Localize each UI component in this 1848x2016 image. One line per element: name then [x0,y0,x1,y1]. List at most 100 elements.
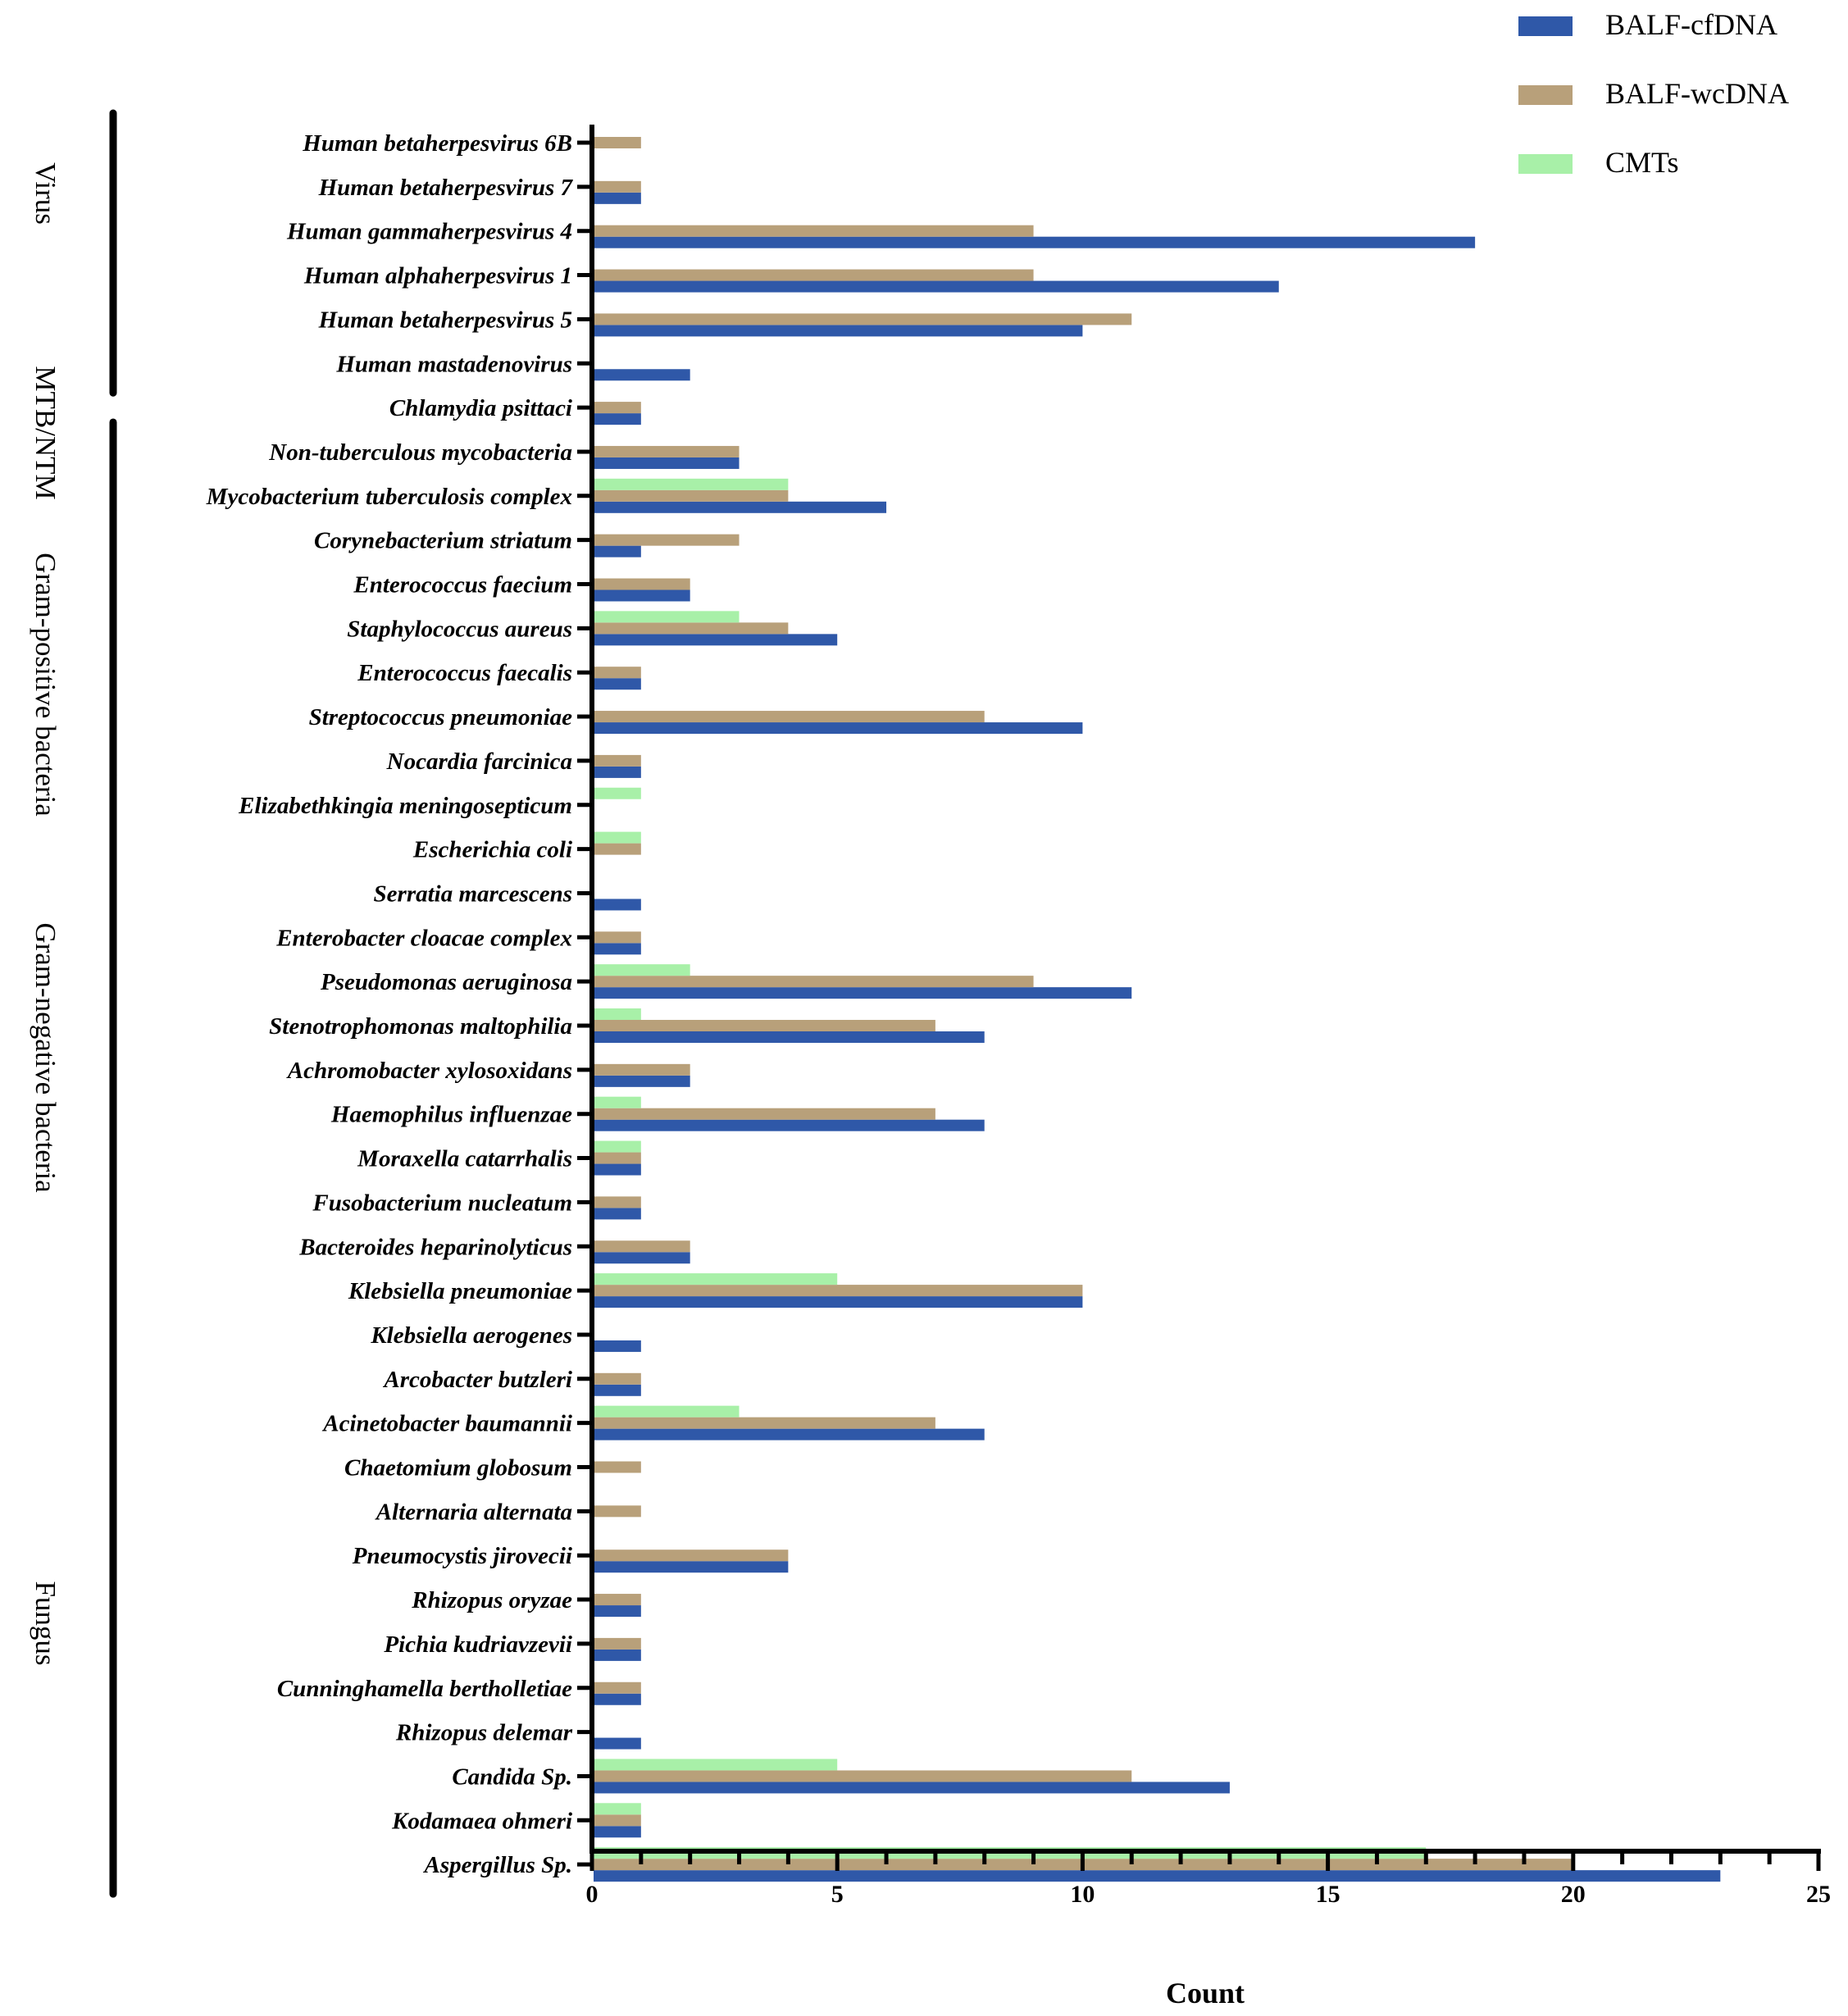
category-label: Haemophilus influenzae [330,1102,572,1128]
category-label: Aspergillus Sp. [423,1852,573,1878]
bar-cmts [594,1140,641,1153]
x-tick-label: 15 [1316,1881,1340,1908]
category-label: Moraxella catarrhalis [357,1146,572,1172]
bar-balf-wcdna [594,445,740,457]
bar-balf-cfdna [594,325,1083,337]
bar-balf-wcdna [594,269,1034,281]
category-label: Human alphaherpesvirus 1 [303,263,572,289]
bar-balf-wcdna [594,1814,641,1827]
bar-cmts [594,831,641,844]
bar-balf-wcdna [594,1196,641,1208]
category-label: Pseudomonas aeruginosa [320,969,572,995]
bar-balf-cfdna [594,1649,641,1661]
bar-cmts [594,1759,838,1771]
bar-balf-wcdna [594,622,789,635]
bar-balf-wcdna [594,402,641,414]
bar-balf-cfdna [594,1031,985,1043]
bar-balf-wcdna [594,1372,641,1385]
bar-balf-wcdna [594,843,641,855]
category-label: Mycobacterium tuberculosis complex [206,484,572,510]
legend-label-balf-cfdna: BALF-cfDNA [1605,8,1777,41]
bar-balf-cfdna [594,1384,641,1396]
x-axis: 0 5 10 15 20 25 [586,125,1831,1908]
bar-balf-cfdna [594,899,641,911]
category-label: Staphylococcus aureus [347,616,572,642]
group-label: Gram-negative bacteria [30,922,61,1193]
bar-balf-cfdna [594,1163,641,1176]
bar-balf-wcdna [594,225,1034,237]
category-label: Stenotrophomonas maltophilia [269,1013,572,1040]
category-label: Escherichia coli [412,837,572,863]
bar-cmts [594,1405,740,1418]
bar-balf-cfdna [594,413,641,425]
bar-balf-cfdna [594,1075,690,1087]
category-label: Cunninghamella bertholletiae [277,1676,572,1702]
bar-balf-cfdna [594,1119,985,1131]
bars-layer [594,137,1721,1882]
bar-balf-wcdna [594,1550,789,1562]
bar-balf-wcdna [594,313,1132,325]
category-label: Chlamydia psittaci [389,395,572,421]
category-label: Bacteroides heparinolyticus [298,1234,572,1260]
bar-balf-wcdna [594,1417,935,1429]
group-label: Gram-positive bacteria [30,553,61,817]
bar-balf-wcdna [594,1682,641,1694]
bar-balf-wcdna [594,1770,1132,1782]
bar-balf-cfdna [594,1782,1230,1794]
bar-balf-cfdna [594,722,1083,735]
category-label: Human mastadenovirus [335,351,572,377]
bar-balf-wcdna [594,1594,641,1606]
bar-balf-cfdna [594,1208,641,1220]
x-tick-label: 0 [586,1881,599,1908]
bar-balf-wcdna [594,1063,690,1076]
bar-cmts [594,1273,838,1286]
bar-balf-cfdna [594,192,641,204]
category-label: Klebsiella pneumoniae [348,1278,572,1304]
legend-label-cmts: CMTs [1605,146,1679,179]
bar-balf-cfdna [594,369,690,381]
bar-balf-wcdna [594,711,985,723]
bar-balf-cfdna [594,634,838,646]
category-label: Nocardia farcinica [386,749,572,775]
category-label: Enterococcus faecium [353,572,572,598]
category-labels: Human betaherpesvirus 6B Human betaherpes… [206,130,574,1878]
category-label: Achromobacter xylosoxidans [286,1058,572,1084]
category-label: Human betaherpesvirus 6B [302,130,572,157]
category-label: Acinetobacter baumannii [321,1411,572,1437]
legend-swatch-balf-wcdna [1518,85,1573,105]
bar-cmts [594,1803,641,1815]
bar-cmts [594,787,641,799]
bar-cmts [594,1008,641,1020]
category-label: Klebsiella aerogenes [370,1322,572,1349]
legend: BALF-cfDNA BALF-wcDNA CMTs [1518,8,1789,179]
bar-balf-cfdna [594,545,641,557]
category-label: Elizabethkingia meningosepticum [238,793,572,819]
category-label: Pichia kudriavzevii [383,1631,572,1658]
bar-balf-wcdna [594,1240,690,1253]
bar-cmts [594,478,789,490]
bar-balf-cfdna [594,766,641,778]
x-tick-label: 10 [1070,1881,1095,1908]
bar-balf-cfdna [594,1826,641,1838]
bar-balf-wcdna [594,489,789,502]
group-label: Virus [30,162,61,225]
bar-cmts [594,964,690,976]
category-label: Alternaria alternata [375,1499,572,1525]
category-label: Human betaherpesvirus 7 [318,175,574,201]
category-label: Streptococcus pneumoniae [309,704,573,730]
bar-balf-cfdna [594,1737,641,1750]
bar-balf-cfdna [594,678,641,690]
bar-balf-cfdna [594,1340,641,1352]
bar-balf-wcdna [594,1637,641,1650]
legend-swatch-balf-cfdna [1518,16,1573,36]
bar-balf-wcdna [594,534,740,546]
category-label: Human betaherpesvirus 5 [318,307,572,333]
bar-balf-wcdna [594,754,641,767]
bar-balf-wcdna [594,1152,641,1164]
category-label: Rhizopus oryzae [411,1587,572,1613]
group-label: MTB/NTM [30,366,61,499]
bar-cmts [594,611,740,623]
x-tick-label: 25 [1806,1881,1831,1908]
bar-balf-cfdna [594,1296,1083,1308]
